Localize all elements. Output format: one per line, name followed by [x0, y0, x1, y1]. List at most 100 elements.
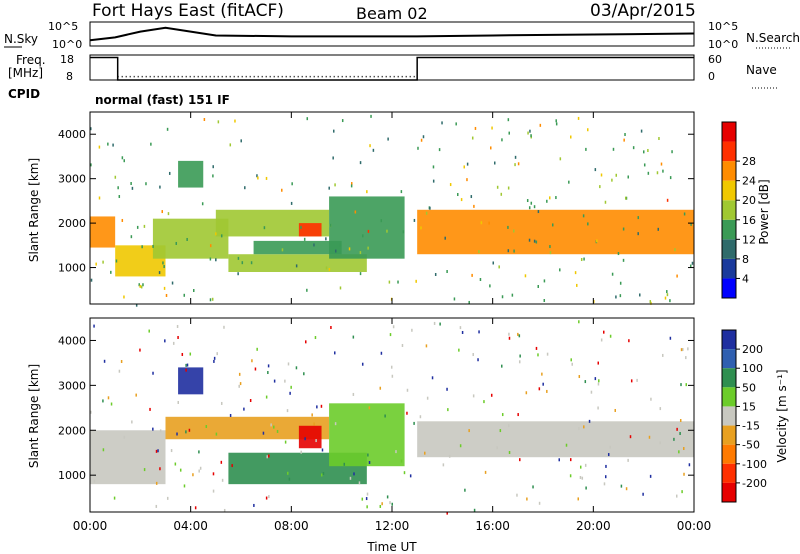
noise-speck	[212, 174, 214, 178]
noise-speck	[449, 183, 452, 187]
noise-speck	[403, 471, 406, 475]
noise-speck	[90, 278, 93, 282]
noise-speck	[237, 272, 239, 276]
noise-speck	[115, 259, 118, 263]
noise-speck	[243, 407, 245, 411]
noise-speck	[198, 469, 200, 473]
echo-region-1	[90, 216, 116, 248]
noise-speck	[289, 391, 291, 395]
noise-speck	[254, 367, 257, 371]
noise-speck	[334, 351, 336, 355]
noise-speck	[539, 123, 542, 127]
noise-speck	[471, 136, 474, 140]
noise-speck	[90, 127, 92, 131]
noise-speck	[676, 274, 678, 278]
freq-tick-low: 8	[66, 70, 73, 83]
noise-speck	[569, 474, 572, 478]
noise-speck	[159, 467, 161, 471]
noise-speck	[140, 285, 143, 289]
noise-speck	[569, 458, 572, 462]
noise-speck	[142, 283, 144, 287]
noise-speck	[489, 284, 491, 288]
noise-speck	[656, 171, 659, 175]
noise-speck	[400, 459, 403, 463]
noise-speck	[461, 330, 464, 334]
noise-speck	[584, 463, 587, 467]
noise-speck	[603, 482, 606, 486]
noise-speck	[517, 413, 519, 417]
colorbar-tick-label: 50	[742, 381, 756, 394]
noise-speck	[683, 447, 685, 451]
noise-speck	[432, 179, 435, 183]
noise-speck	[514, 155, 517, 159]
noise-speck	[442, 463, 445, 467]
noise-speck	[478, 250, 480, 254]
colorbar-block	[722, 482, 736, 502]
noise-speck	[118, 195, 121, 199]
power-colorbar-ticks: 4 8 12 16 20 24 28	[736, 155, 756, 285]
noise-speck	[281, 248, 284, 252]
noise-speck	[287, 471, 289, 475]
noise-speck	[300, 450, 302, 454]
noise-speck	[163, 265, 165, 269]
velocity-colorbar: 200 100 50 15 -15 -50 -100 -200 Velocity [m s⁻¹…	[721, 329, 789, 503]
noise-speck	[688, 463, 691, 467]
noise-speck	[368, 406, 371, 410]
noise-speck	[290, 385, 292, 389]
colorbar-tick-label: -100	[742, 458, 767, 471]
noise-speck	[434, 272, 437, 276]
noise-speck	[425, 211, 428, 215]
noise-speck	[570, 135, 572, 139]
noise-speck	[401, 343, 404, 347]
noise-speck	[220, 234, 223, 238]
noise-speck	[321, 448, 324, 452]
x-tick-label: 00:00	[677, 519, 712, 533]
noise-speck	[130, 182, 132, 186]
station-title: Fort Hays East (fitACF)	[92, 1, 284, 21]
noise-speck	[266, 455, 268, 459]
noise-speck	[186, 237, 188, 241]
noise-speck	[409, 474, 412, 478]
noise-speck	[138, 283, 140, 287]
noise-speck	[358, 481, 361, 485]
noise-speck	[170, 449, 173, 453]
noise-speck	[568, 180, 570, 184]
echo-region-5	[329, 403, 405, 467]
noise-speck	[316, 405, 318, 409]
noise-speck	[212, 165, 214, 169]
noise-speck	[110, 402, 113, 406]
noise-speck	[131, 420, 133, 424]
noise-speck	[406, 411, 408, 415]
noise-speck	[438, 148, 441, 152]
noise-speck	[198, 450, 200, 454]
noise-speck	[583, 425, 585, 429]
noise-speck	[689, 264, 692, 268]
noise-speck	[192, 473, 194, 477]
noise-speck	[538, 501, 541, 505]
noise-speck	[256, 174, 258, 178]
noise-speck	[546, 352, 549, 356]
power-colorbar: 4 8 12 16 20 24 28 Power [dB]	[721, 121, 771, 299]
noise-speck	[508, 336, 511, 340]
noise-speck	[535, 240, 538, 244]
noise-speck	[597, 382, 600, 386]
noise-speck	[339, 243, 342, 247]
noise-speck	[185, 363, 187, 367]
colorbar-tick-label: 20	[742, 194, 756, 207]
echo-region-10	[417, 209, 694, 255]
noise-speck	[98, 145, 101, 149]
noise-speck	[546, 199, 548, 203]
freq-series-line	[90, 56, 694, 81]
noise-speck	[650, 397, 652, 401]
noise-speck	[387, 137, 389, 141]
noise-speck	[265, 176, 268, 180]
noise-speck	[583, 257, 585, 261]
noise-speck	[620, 484, 623, 488]
noise-speck	[615, 295, 617, 299]
noise-speck	[112, 143, 114, 147]
noise-speck	[519, 354, 521, 358]
noise-speck	[155, 504, 158, 508]
noise-speck	[413, 421, 415, 425]
colorbar-tick-label: 100	[742, 362, 763, 375]
noise-speck	[649, 300, 652, 304]
